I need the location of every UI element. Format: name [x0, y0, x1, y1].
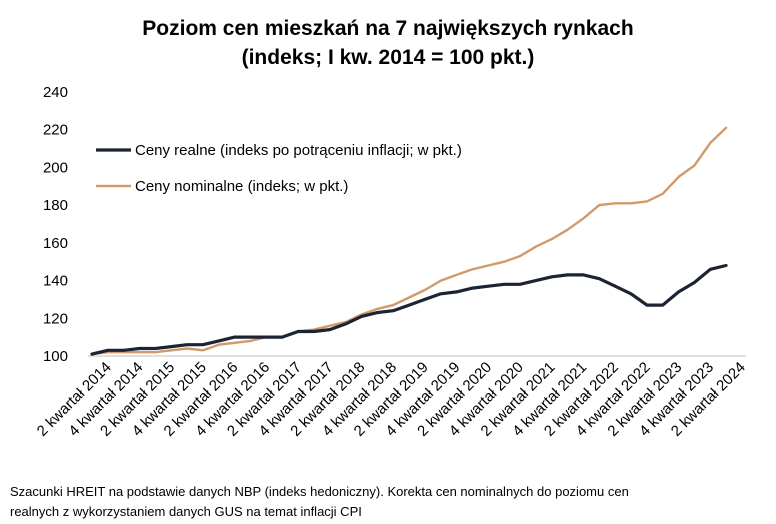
y-tick-label: 240 [43, 84, 68, 101]
series-line-nominal [90, 126, 728, 356]
legend-label: Ceny realne (indeks po potrąceniu inflac… [135, 142, 462, 159]
y-tick-label: 220 [43, 122, 68, 139]
chart-title-block: Poziom cen mieszkań na 7 największych ry… [0, 14, 776, 72]
chart-title: Poziom cen mieszkań na 7 największych ry… [142, 17, 634, 40]
y-tick-label: 120 [43, 310, 68, 327]
series-line-real [90, 263, 728, 356]
y-axis: 100 120 140 160 180 200 220 240 [43, 84, 68, 365]
y-tick-label: 200 [43, 159, 68, 176]
chart-subtitle: (indeks; I kw. 2014 = 100 pkt.) [241, 46, 535, 69]
line-chart: 100 120 140 160 180 200 220 240 2 kwartał 20144… [34, 84, 749, 440]
y-tick-label: 100 [43, 348, 68, 365]
y-tick-label: 140 [43, 273, 68, 290]
series-lines [90, 126, 728, 356]
source-note: Szacunki HREIT na podstawie danych NBP (… [10, 482, 770, 522]
source-note-line-2: realnych z wykorzystaniem danych GUS na … [10, 504, 362, 519]
source-note-line-1: Szacunki HREIT na podstawie danych NBP (… [10, 484, 629, 499]
legend: Ceny realne (indeks po potrąceniu inflac… [96, 142, 462, 195]
legend-label: Ceny nominalne (indeks; w pkt.) [135, 178, 348, 195]
y-tick-label: 180 [43, 197, 68, 214]
y-tick-label: 160 [43, 235, 68, 252]
